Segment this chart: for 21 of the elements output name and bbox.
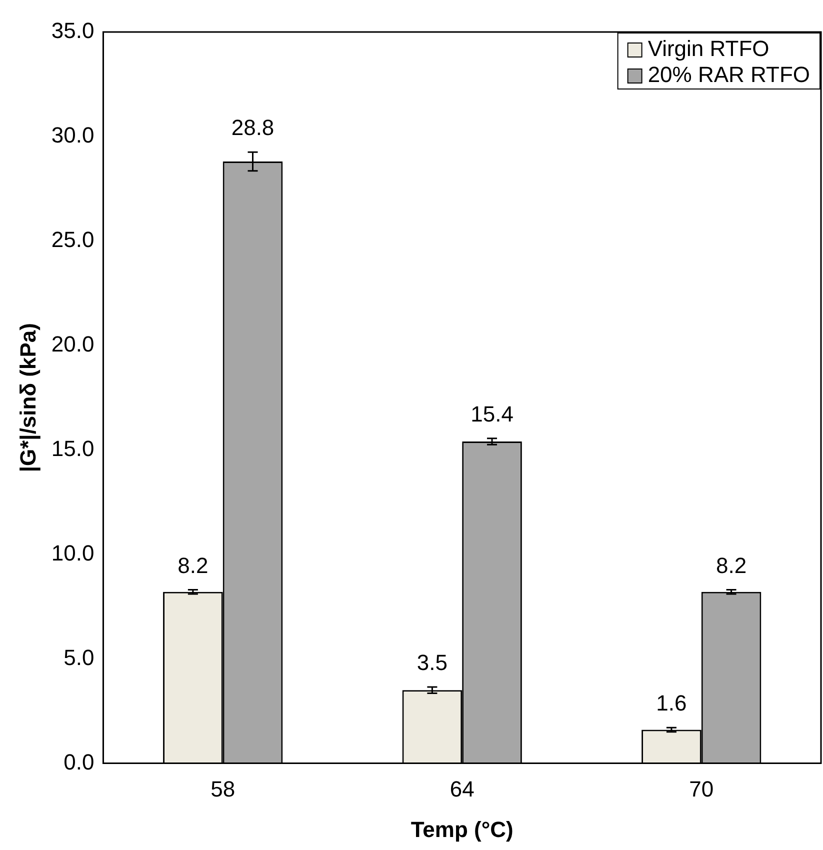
- x-tick-label: 70: [689, 776, 714, 802]
- legend-label: Virgin RTFO: [648, 36, 770, 62]
- x-tick-label: 64: [450, 776, 474, 802]
- x-tick-label: 58: [210, 776, 236, 802]
- y-tick-label: 15.0: [51, 436, 94, 461]
- y-tick-label: 0.0: [64, 749, 94, 774]
- y-tick-label: 5.0: [64, 644, 94, 670]
- y-axis-title: |G*|/sinδ (kPa): [15, 323, 40, 472]
- y-tick-label: 35.0: [51, 18, 94, 44]
- data-label: 1.6: [656, 690, 687, 716]
- x-axis-title: Temp (°C): [410, 816, 514, 842]
- data-label: 8.2: [716, 552, 747, 578]
- data-label: 3.5: [416, 650, 448, 676]
- y-tick-label: 30.0: [51, 122, 94, 148]
- data-label: 8.2: [178, 552, 208, 578]
- y-tick-label: 20.0: [51, 331, 94, 356]
- y-tick-label: 10.0: [51, 540, 94, 566]
- data-label: 28.8: [231, 115, 274, 140]
- y-tick-label: 25.0: [51, 226, 94, 252]
- legend-label: 20% RAR RTFO: [648, 62, 810, 88]
- data-label: 15.4: [470, 401, 514, 426]
